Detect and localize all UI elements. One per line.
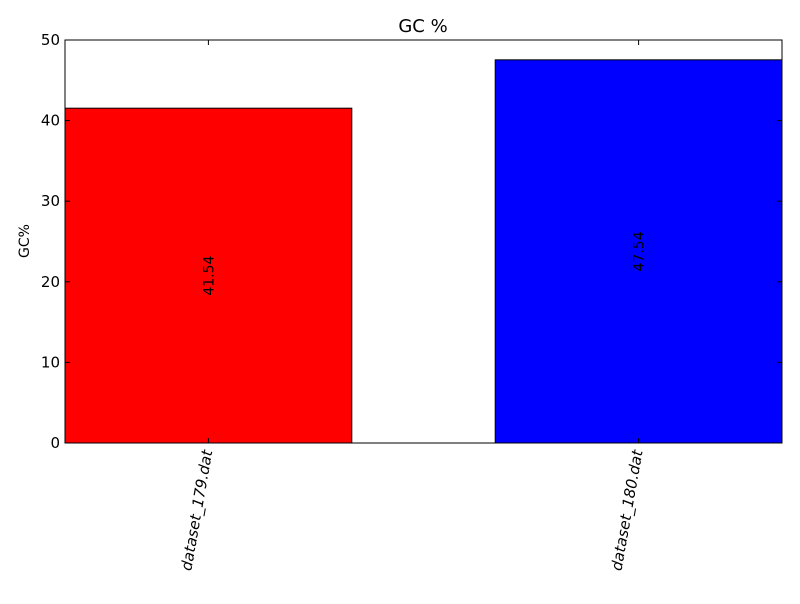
y-tick-label-1: 0 xyxy=(50,434,60,452)
x-tick-label-1: dataset_179.dat xyxy=(177,447,217,572)
y-tick-label-2: 10 xyxy=(41,353,60,371)
bar-value-label-1: 41.54 xyxy=(201,255,217,295)
bar-1 xyxy=(64,107,353,444)
y-axis-label: GC% xyxy=(17,224,33,258)
plot-frame xyxy=(64,39,783,444)
chart-title: GC % xyxy=(398,16,447,37)
y-tick-label-5: 40 xyxy=(41,112,60,130)
x-tick-label-2: dataset_180.dat xyxy=(608,447,648,572)
bars: 41.54 47.54 xyxy=(64,59,783,444)
y-tick-label-4: 30 xyxy=(41,192,60,210)
bar-2 xyxy=(494,59,783,444)
y-tick-label-6: 50 xyxy=(41,31,60,49)
y-tick-label-3: 20 xyxy=(41,273,60,291)
y-axis-ticks: 0 10 20 30 40 50 xyxy=(41,31,782,452)
bar-value-label-2: 47.54 xyxy=(632,231,648,271)
